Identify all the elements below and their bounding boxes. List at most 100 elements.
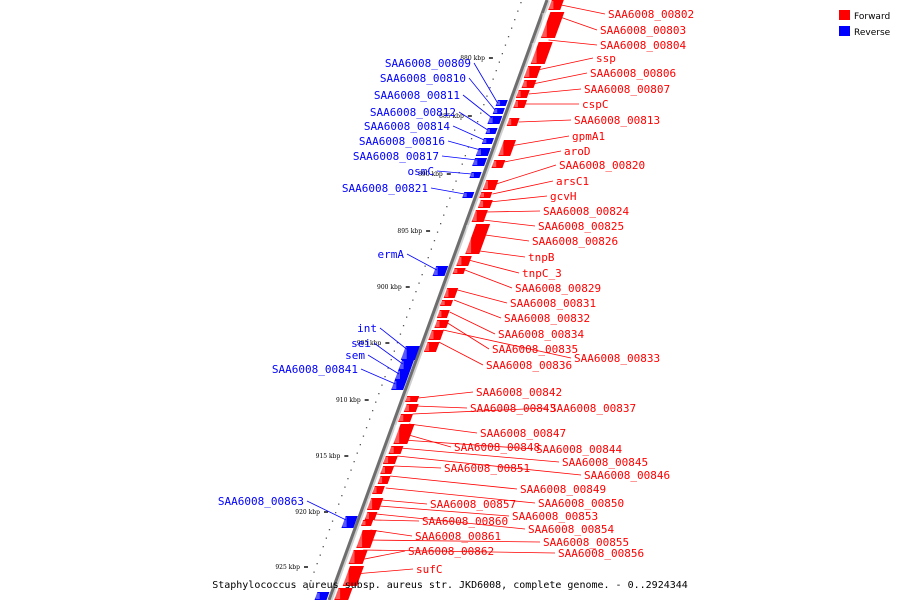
forward-leader [496,164,557,185]
reverse-gene [398,360,414,370]
reverse-leader [436,170,472,175]
forward-gene [405,396,420,402]
forward-gene-label: SAA6008_00861 [415,530,501,543]
tick-label: 895 kbp [397,228,422,235]
track-dot [359,444,361,446]
track-dot [492,78,494,80]
forward-gene [439,300,454,306]
forward-gene [382,456,398,464]
forward-leader [418,391,474,399]
forward-gene-label: SAA6008_00855 [543,536,629,549]
forward-leader [438,341,484,366]
track-dot [415,291,417,293]
tick-label: 925 kbp [275,564,300,571]
forward-gene [434,320,450,328]
forward-gene-label: SAA6008_00843 [470,402,556,415]
forward-leader [472,249,526,258]
track-dot [507,36,510,38]
track-dot [406,316,408,318]
track-dot [443,214,445,216]
tick-label: 910 kbp [336,397,361,404]
reverse-leader [441,155,477,161]
reverse-leader [473,62,498,104]
gene-highlight [394,425,400,443]
forward-gene-label: SAA6008_00833 [574,352,660,365]
track-dot [335,512,337,514]
reverse-gene [481,138,494,144]
forward-gene-label: SAA6008_00807 [584,83,670,96]
track-dot [344,486,346,488]
reverse-leader [458,111,489,131]
track-dot [461,163,463,165]
forward-gene-label: arsC1 [556,175,589,188]
track-dot [393,350,395,352]
forward-gene [471,210,488,222]
track-dot [338,503,340,505]
dot-track [307,2,522,590]
gene-highlight [437,311,442,317]
forward-gene-label: sufC [416,563,443,576]
gene-features [314,0,565,600]
gene-highlight [362,521,366,525]
gene-labels: SAA6008_00802 SAA6008_00803 SAA6008_00804s… [218,8,694,576]
forward-gene-label: ssp [596,52,616,65]
forward-gene [548,0,564,10]
forward-leader [412,407,548,415]
gene-highlight [478,201,484,207]
reverse-gene [487,116,503,124]
genome-caption: Staphylococcus aureus subsp. aureus str.… [212,580,688,591]
track-dot [378,393,380,395]
gene-highlight [476,149,481,155]
forward-gene-label: SAA6008_00849 [520,483,606,496]
forward-leader [370,529,413,537]
scale-ticks: 880 kbp 885 kbp 890 kbp 895 kbp 900 kbp 905 k… [275,55,493,571]
track-dot [486,95,488,97]
gene-highlight [463,193,467,197]
gene-highlight [373,487,377,493]
track-dot [399,333,402,335]
backbone [327,0,549,600]
forward-gene [521,80,537,88]
track-dot [369,418,371,420]
reverse-gene-label: SAA6008_00812 [370,106,456,119]
forward-gene [361,520,374,526]
gene-highlight [392,381,397,389]
forward-leader [385,487,536,504]
tick-label: 915 kbp [316,453,341,460]
forward-gene-label: aroD [564,145,591,158]
track-dot [307,588,309,590]
reverse-leader [447,140,481,151]
reverse-leader [468,77,496,111]
gene-highlight [406,397,411,401]
reverse-leader [360,368,396,385]
forward-leader [561,4,606,15]
forward-gene-label: SAA6008_00846 [584,469,670,482]
track-dot [446,206,448,208]
reverse-leader [373,342,404,365]
forward-gene [482,180,499,190]
forward-gene-label: gpmA1 [572,130,605,143]
tick-label: 900 kbp [377,284,402,291]
forward-leader [509,135,570,147]
reverse-gene [391,380,407,390]
forward-leader [393,465,442,469]
forward-gene-label: SAA6008_00834 [498,328,584,341]
gene-highlight [435,321,440,327]
gene-highlight [444,289,449,297]
forward-gene [465,224,491,254]
gene-highlight [473,159,478,165]
gene-highlight [492,161,497,167]
track-dot [412,299,414,301]
track-dot [489,87,491,89]
forward-gene [348,550,368,564]
forward-gene [443,288,459,298]
track-dot [436,231,439,233]
forward-leader [381,499,428,505]
forward-gene-label: SAA6008_00825 [538,220,624,233]
legend-forward-swatch [839,10,850,20]
gene-highlight [499,141,504,155]
forward-gene-label: SAA6008_00832 [504,312,590,325]
reverse-gene-label: SAA6008_00841 [272,363,358,376]
forward-gene-label: SAA6008_00845 [562,456,648,469]
forward-leader [504,150,562,163]
